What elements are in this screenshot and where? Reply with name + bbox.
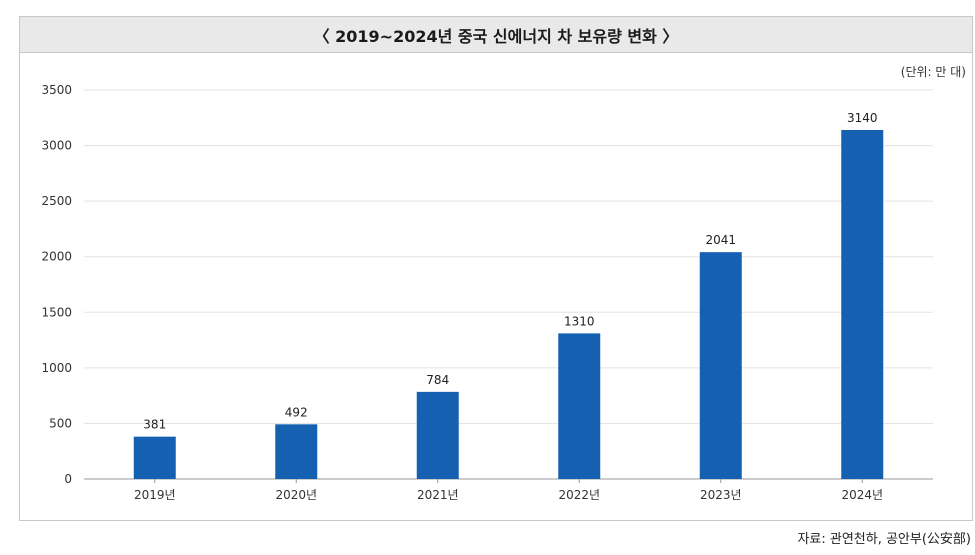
y-tick-label: 3500 (41, 83, 72, 97)
x-tick-label: 2022년 (558, 488, 600, 502)
y-tick-label: 1500 (41, 305, 72, 319)
data-label: 3140 (847, 111, 878, 125)
data-label: 784 (426, 373, 449, 387)
chart-title: 〈 2019~2024년 중국 신에너지 차 보유량 변화 〉 (20, 17, 972, 53)
y-tick-label: 1000 (41, 361, 72, 375)
x-tick-label: 2021년 (417, 488, 459, 502)
y-tick-label: 2500 (41, 194, 72, 208)
x-tick-label: 2024년 (841, 488, 883, 502)
y-tick-label: 500 (49, 416, 72, 430)
y-tick-label: 0 (64, 472, 72, 486)
x-tick-label: 2023년 (700, 488, 742, 502)
y-tick-label: 2000 (41, 250, 72, 264)
data-label: 381 (143, 418, 166, 432)
y-tick-label: 3000 (41, 139, 72, 153)
x-tick-label: 2019년 (134, 488, 176, 502)
data-label: 2041 (705, 233, 736, 247)
chart-frame: 〈 2019~2024년 중국 신에너지 차 보유량 변화 〉 (단위: 만 대… (19, 16, 973, 521)
data-label: 492 (285, 405, 308, 419)
bar (558, 333, 601, 479)
bar (416, 391, 459, 479)
bar (699, 252, 742, 479)
unit-label: (단위: 만 대) (900, 65, 966, 79)
source-note: 자료: 관연천하, 공안부(公安部) (797, 532, 971, 547)
bar (275, 424, 318, 479)
bar (133, 436, 176, 479)
x-tick-label: 2020년 (275, 488, 317, 502)
bar (841, 130, 884, 480)
data-label: 1310 (564, 314, 595, 328)
